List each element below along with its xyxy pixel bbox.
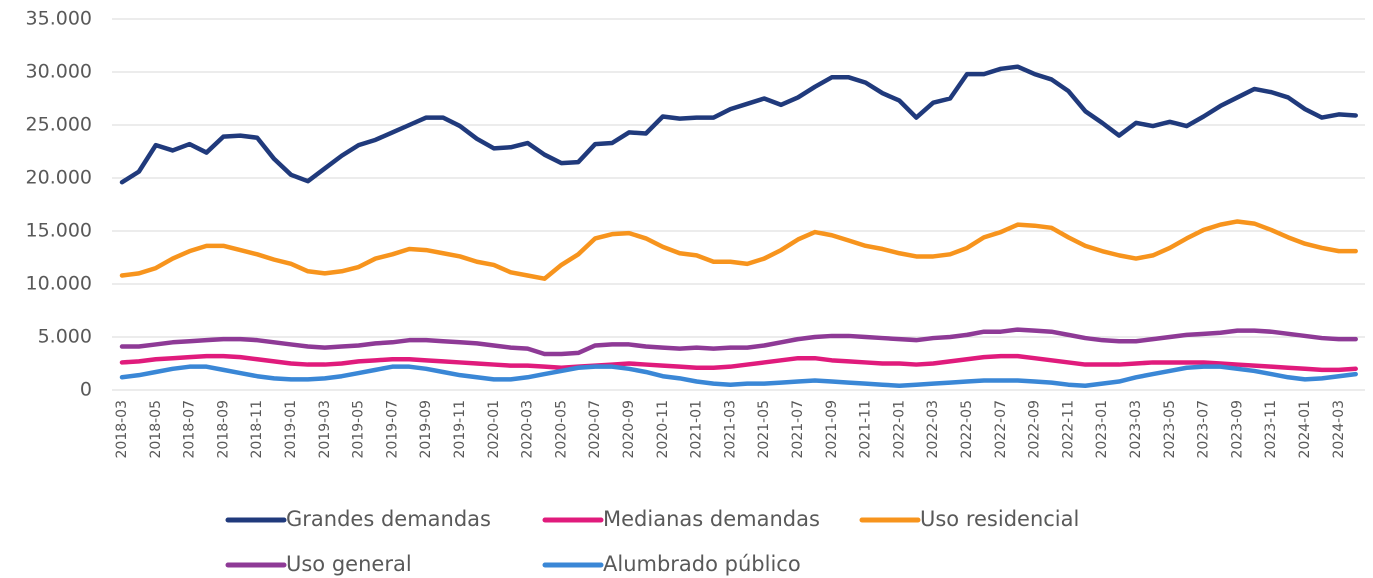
- x-tick-label: 2021-07: [790, 400, 806, 459]
- x-tick-label: 2020-01: [486, 400, 502, 459]
- x-tick-label: 2022-09: [1027, 400, 1043, 459]
- legend-label: Uso general: [286, 552, 412, 576]
- x-tick-label: 2018-07: [182, 400, 198, 459]
- y-tick-label: 15.000: [26, 220, 92, 242]
- x-tick-label: 2021-09: [824, 400, 840, 459]
- y-tick-label: 5.000: [38, 326, 92, 348]
- x-tick-label: 2020-11: [655, 400, 671, 459]
- x-tick-label: 2020-03: [520, 400, 536, 459]
- x-tick-label: 2019-07: [384, 400, 400, 459]
- x-tick-label: 2022-03: [925, 400, 941, 459]
- series-line: [119, 64, 1358, 185]
- x-tick-label: 2018-05: [148, 400, 164, 459]
- x-tick-label: 2022-05: [959, 400, 975, 459]
- x-tick-label: 2020-09: [621, 400, 637, 459]
- legend-label: Medianas demandas: [603, 507, 820, 531]
- series-line: [119, 219, 1358, 281]
- x-tick-label: 2024-01: [1297, 400, 1313, 459]
- legend-label: Uso residencial: [920, 507, 1079, 531]
- x-tick-label: 2019-11: [452, 400, 468, 459]
- x-tick-label: 2022-07: [993, 400, 1009, 459]
- y-tick-label: 30.000: [26, 61, 92, 83]
- x-tick-label: 2023-05: [1162, 400, 1178, 459]
- x-tick-label: 2022-01: [891, 400, 907, 459]
- y-tick-label: 20.000: [26, 167, 92, 189]
- x-tick-label: 2019-01: [283, 400, 299, 459]
- legend-label: Grandes demandas: [286, 507, 491, 531]
- series-line: [119, 353, 1358, 373]
- y-tick-label: 25.000: [26, 114, 92, 136]
- x-tick-label: 2021-05: [756, 400, 772, 459]
- x-tick-label: 2023-11: [1263, 400, 1279, 459]
- x-tick-label: 2024-03: [1331, 400, 1347, 459]
- x-tick-label: 2023-03: [1128, 400, 1144, 459]
- y-tick-label: 35.000: [26, 8, 92, 30]
- legend-label: Alumbrado público: [603, 552, 801, 576]
- x-tick-label: 2021-03: [722, 400, 738, 459]
- x-tick-label: 2019-09: [418, 400, 434, 459]
- x-tick-label: 2023-07: [1196, 400, 1212, 459]
- x-tick-label: 2020-07: [587, 400, 603, 459]
- series-line: [119, 364, 1358, 389]
- x-tick-label: 2018-09: [215, 400, 231, 459]
- x-tick-label: 2021-11: [858, 400, 874, 459]
- x-tick-label: 2022-11: [1060, 400, 1076, 459]
- y-tick-label: 10.000: [26, 273, 92, 295]
- x-tick-label: 2020-05: [553, 400, 569, 459]
- series-line: [119, 327, 1358, 357]
- x-tick-label: 2018-03: [114, 400, 130, 459]
- x-tick-label: 2023-01: [1094, 400, 1110, 459]
- x-tick-label: 2018-11: [249, 400, 265, 459]
- x-tick-label: 2023-09: [1229, 400, 1245, 459]
- y-tick-label: 0: [80, 379, 92, 401]
- x-tick-label: 2021-01: [689, 400, 705, 459]
- x-tick-label: 2019-03: [317, 400, 333, 459]
- x-tick-label: 2019-05: [351, 400, 367, 459]
